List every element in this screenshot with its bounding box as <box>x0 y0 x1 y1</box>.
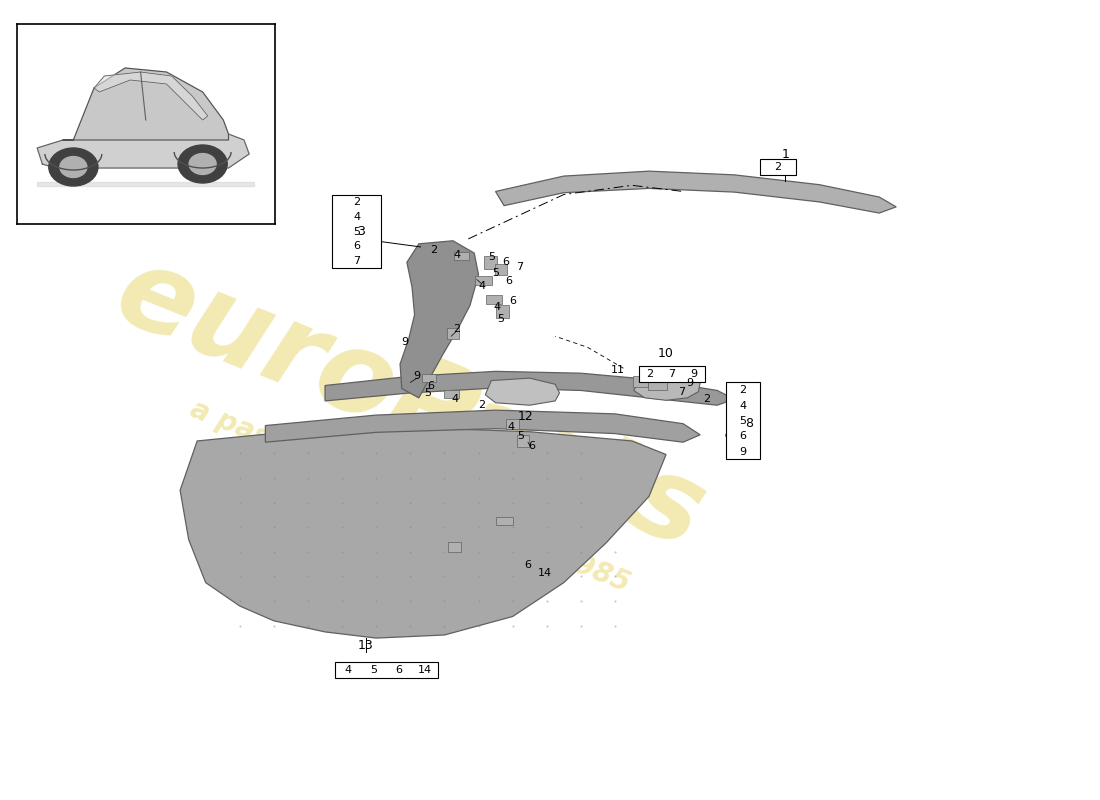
Text: 5: 5 <box>492 269 499 278</box>
Bar <box>332 194 382 269</box>
Text: 6: 6 <box>506 276 513 286</box>
Text: 7: 7 <box>516 262 522 272</box>
Text: 2: 2 <box>774 162 781 172</box>
Text: 2: 2 <box>430 245 438 255</box>
Bar <box>443 390 459 398</box>
Text: 5: 5 <box>497 314 504 324</box>
Polygon shape <box>94 72 208 120</box>
Circle shape <box>48 148 98 186</box>
Text: 4: 4 <box>453 250 461 260</box>
Polygon shape <box>63 68 229 140</box>
Bar <box>648 382 667 390</box>
Polygon shape <box>495 171 896 213</box>
Text: euroParts: euroParts <box>100 236 721 572</box>
Text: 14: 14 <box>538 568 552 578</box>
Bar <box>484 255 497 269</box>
Text: 9: 9 <box>414 371 420 382</box>
Circle shape <box>59 157 87 178</box>
Bar <box>475 277 492 285</box>
Text: 2: 2 <box>478 400 485 410</box>
Text: 7: 7 <box>678 386 685 397</box>
Text: 5: 5 <box>353 226 360 237</box>
Text: 10: 10 <box>658 346 674 360</box>
Text: 2: 2 <box>647 369 653 379</box>
Text: 5: 5 <box>424 388 431 398</box>
Bar <box>726 382 760 459</box>
Text: 9: 9 <box>691 369 697 379</box>
Bar <box>447 328 459 338</box>
Bar <box>454 252 469 261</box>
Text: 11: 11 <box>612 365 625 374</box>
Polygon shape <box>485 378 560 406</box>
Text: 8: 8 <box>746 417 754 430</box>
Text: 4: 4 <box>494 302 501 312</box>
Bar <box>495 264 507 275</box>
Text: 5: 5 <box>370 665 377 675</box>
Text: 9: 9 <box>686 378 693 388</box>
Text: 5: 5 <box>518 431 525 441</box>
Text: 2: 2 <box>453 324 460 334</box>
Bar <box>495 306 509 318</box>
Text: 5: 5 <box>487 252 495 262</box>
Text: 9: 9 <box>739 446 746 457</box>
Text: 9: 9 <box>402 338 409 347</box>
Polygon shape <box>180 427 666 638</box>
Bar <box>422 374 436 382</box>
Circle shape <box>189 154 216 174</box>
Text: 13: 13 <box>359 638 374 652</box>
Text: 6: 6 <box>509 295 516 306</box>
Text: 4: 4 <box>344 665 352 675</box>
Bar <box>517 435 529 447</box>
Text: 6: 6 <box>739 431 746 442</box>
Bar <box>336 662 438 678</box>
Text: 6: 6 <box>353 242 360 251</box>
Text: 12: 12 <box>517 410 534 423</box>
Text: a passion for parts since 1985: a passion for parts since 1985 <box>186 395 635 598</box>
Text: 7: 7 <box>669 369 675 379</box>
Polygon shape <box>265 410 700 442</box>
Circle shape <box>178 145 228 183</box>
Text: 6: 6 <box>528 441 535 451</box>
Text: 5: 5 <box>739 416 746 426</box>
Text: 4: 4 <box>451 394 459 404</box>
Text: 6: 6 <box>525 560 531 570</box>
Bar <box>495 517 513 526</box>
Polygon shape <box>326 371 735 406</box>
Text: 4: 4 <box>353 212 360 222</box>
Bar <box>448 542 462 552</box>
Text: 4: 4 <box>739 401 746 410</box>
Bar <box>760 159 795 175</box>
Text: 4: 4 <box>507 422 515 433</box>
Polygon shape <box>400 241 478 398</box>
Text: 3: 3 <box>356 225 365 238</box>
Bar <box>486 295 502 303</box>
Text: 6: 6 <box>396 665 403 675</box>
Text: 4: 4 <box>478 281 485 290</box>
Bar <box>632 376 648 387</box>
Text: 2: 2 <box>739 385 746 395</box>
Polygon shape <box>634 374 700 400</box>
Polygon shape <box>37 134 249 168</box>
Text: 14: 14 <box>418 665 432 675</box>
Text: 6: 6 <box>503 258 509 267</box>
Bar <box>639 366 705 382</box>
Text: 1: 1 <box>781 148 790 161</box>
Text: 2: 2 <box>353 197 360 207</box>
Text: 7: 7 <box>353 256 360 266</box>
Text: 2: 2 <box>703 394 711 404</box>
Text: 6: 6 <box>427 381 434 390</box>
Bar <box>506 418 519 429</box>
